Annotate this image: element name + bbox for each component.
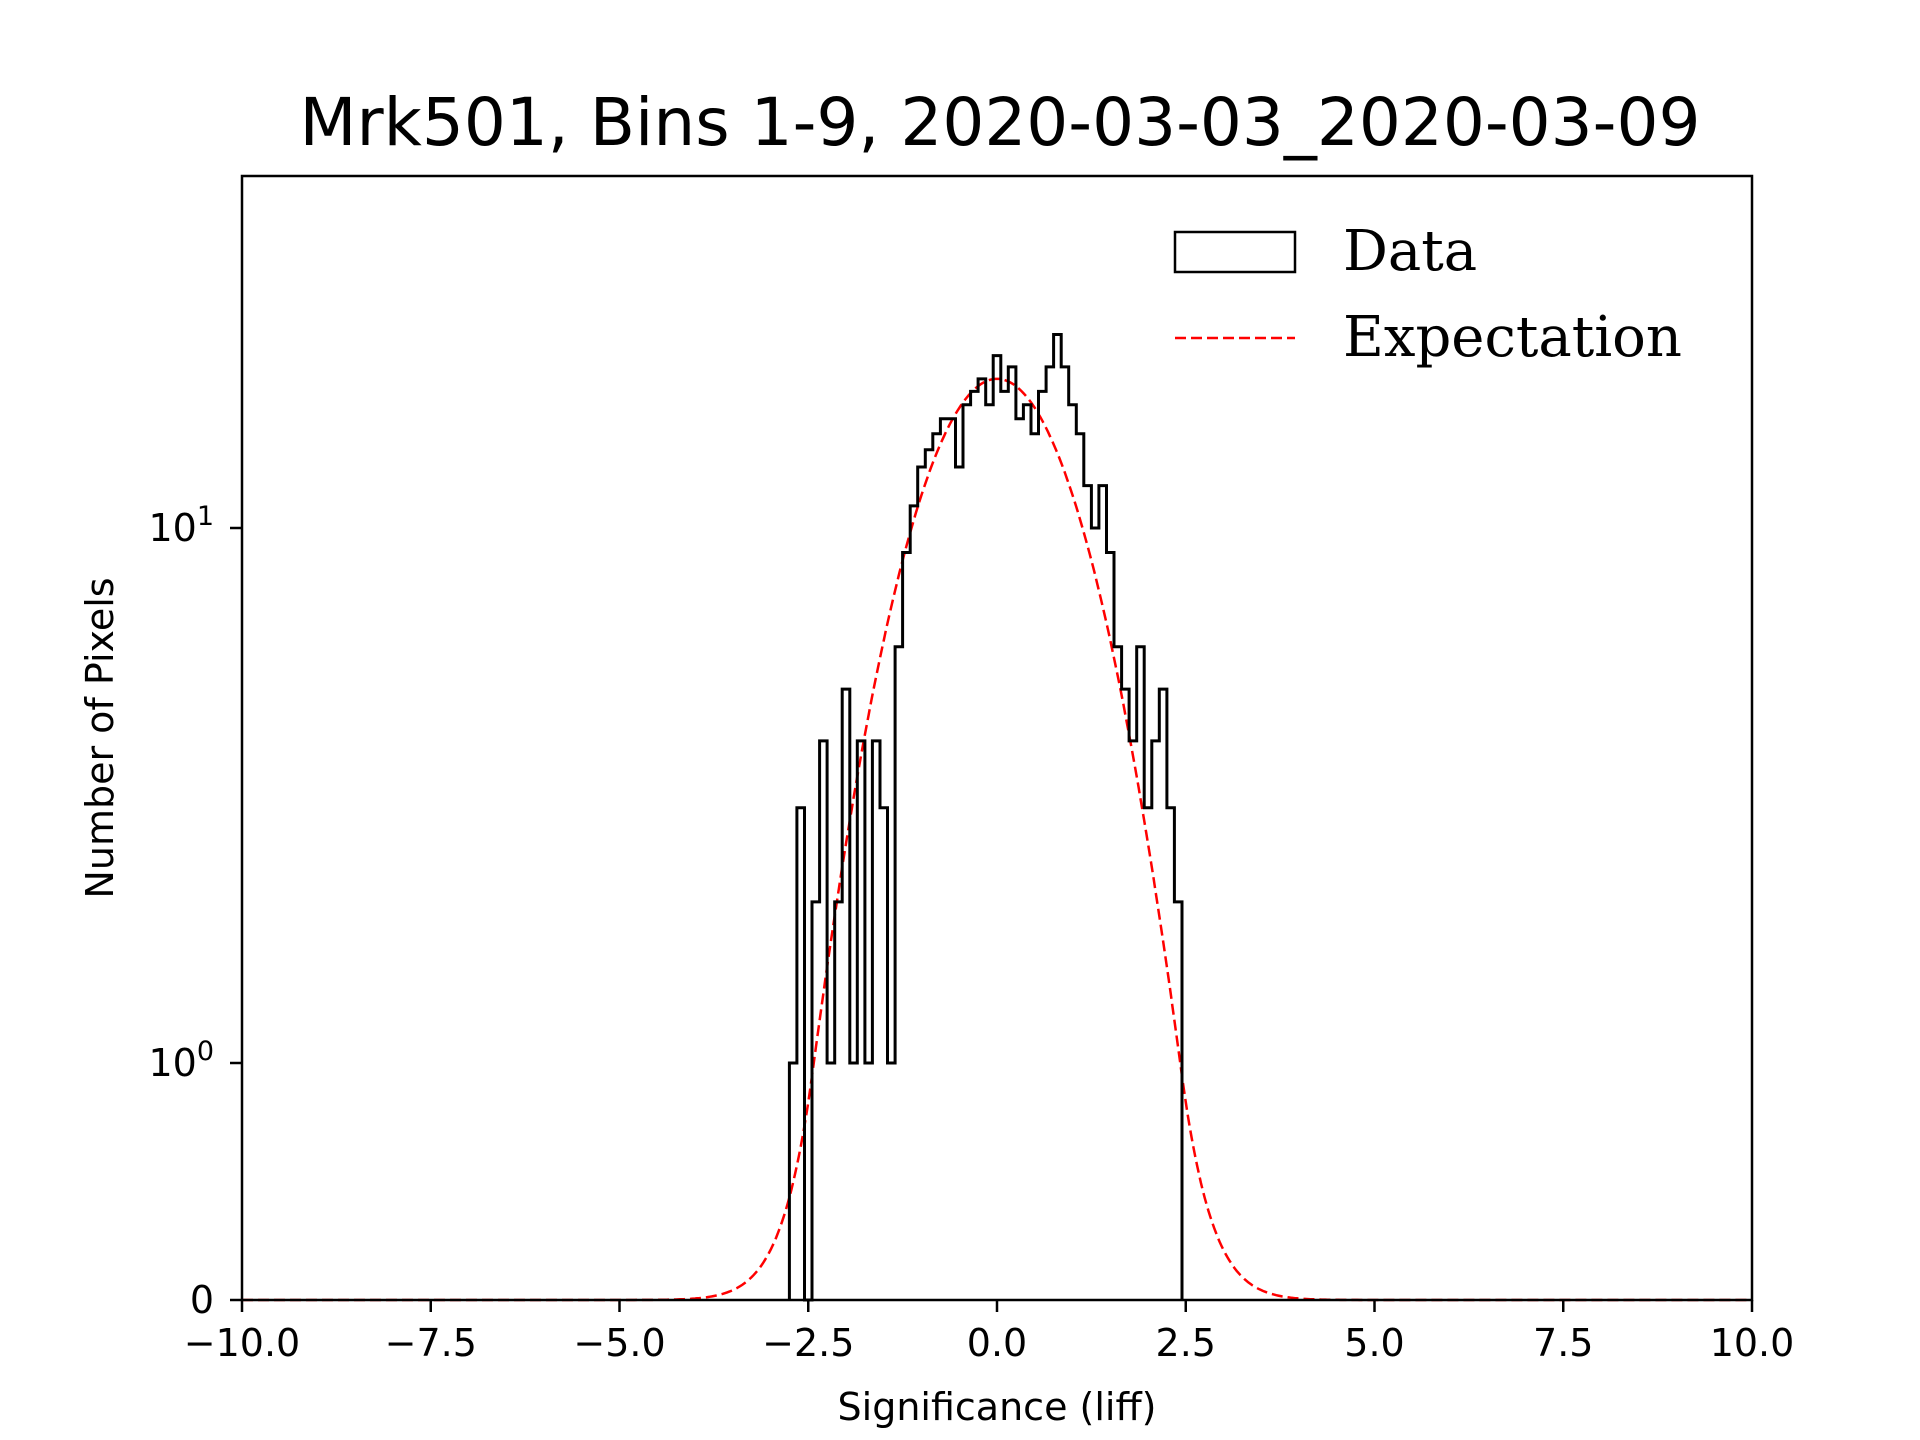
x-tick-label: 10.0 (1710, 1321, 1795, 1365)
y-tick-label: 0 (190, 1278, 214, 1322)
plot-background (242, 176, 1752, 1300)
x-tick-label: −7.5 (385, 1321, 477, 1365)
data-histogram-layer (787, 333, 1184, 1302)
x-tick-label: 2.5 (1156, 1321, 1216, 1365)
y-tick-label: 100 (148, 1036, 214, 1085)
legend-data-swatch (1173, 230, 1297, 274)
legend-expectation-label: Expectation (1343, 305, 1682, 370)
x-tick-label: 7.5 (1533, 1321, 1593, 1365)
chart-title: Mrk501, Bins 1-9, 2020-03-03_2020-03-09 (300, 84, 1701, 161)
x-tick-label: 0.0 (967, 1321, 1027, 1365)
legend: Data Expectation (1173, 219, 1682, 370)
y-axis-ticks: 0 100 101 (148, 501, 242, 1322)
x-axis-ticks: −10.0 −7.5 −5.0 −2.5 0.0 2.5 5.0 7.5 10.0 (184, 1300, 1795, 1365)
x-tick-label: −10.0 (184, 1321, 300, 1365)
y-axis-label: Number of Pixels (78, 577, 122, 898)
x-tick-label: −5.0 (573, 1321, 665, 1365)
data-histogram-step (787, 333, 1184, 1302)
y-tick-label: 101 (148, 501, 214, 550)
x-tick-label: −2.5 (762, 1321, 854, 1365)
legend-data-label: Data (1343, 219, 1477, 284)
plot-area (240, 174, 1754, 1302)
x-tick-label: 5.0 (1344, 1321, 1404, 1365)
x-axis-label: Significance (liff) (838, 1385, 1157, 1429)
